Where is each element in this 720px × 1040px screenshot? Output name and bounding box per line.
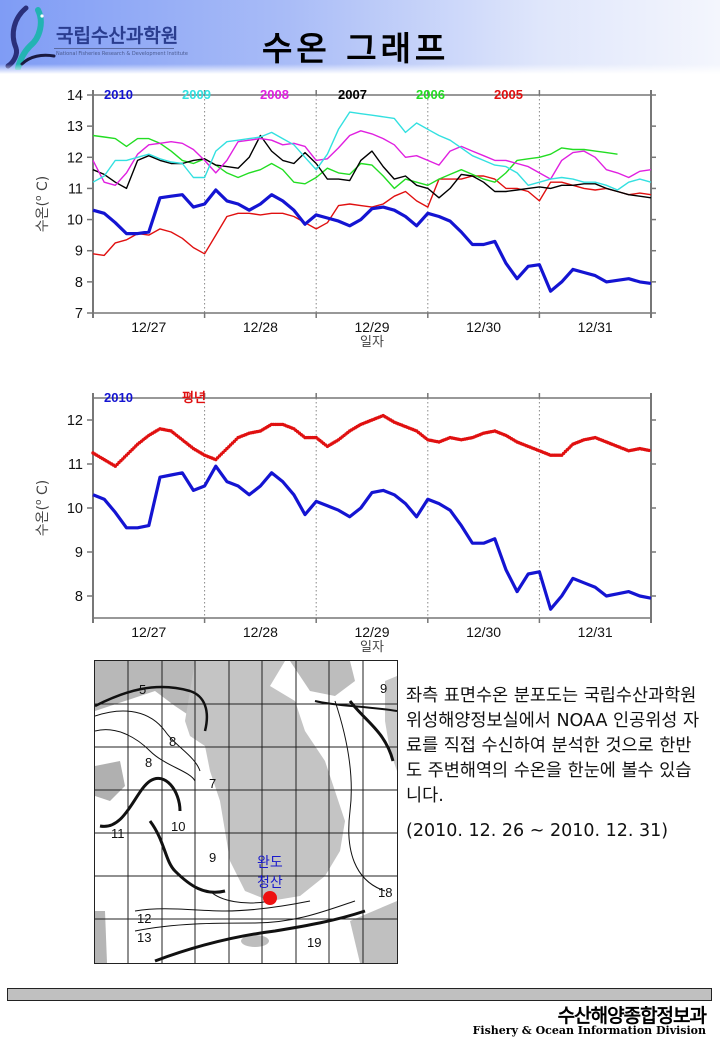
- chart-2010-vs-normal: 8 9 10 11 12 12/27 12/28 12/29 12/30 12/31 일자 수온(o …: [34, 390, 656, 655]
- isotherm-label: 8: [145, 755, 152, 770]
- y-tick-label: 12: [67, 413, 83, 429]
- x-axis-label: 일자: [360, 335, 384, 350]
- y-tick-label: 8: [75, 275, 83, 291]
- land-shandong: [95, 761, 125, 801]
- series-line-2008: [92, 130, 652, 186]
- y-axis-label: 수온(o C): [34, 480, 51, 536]
- legend-label-2007: 2007: [338, 87, 367, 102]
- series-normal: [91, 413, 651, 468]
- x-tick-label: 12/29: [354, 624, 389, 640]
- footer-org-name-en: Fishery & Ocean Information Division: [472, 1024, 706, 1037]
- series-line-2005: [92, 175, 652, 257]
- y-axis-label: 수온(o C): [34, 176, 51, 232]
- description-period: (2010. 12. 26 ~ 2010. 12. 31): [406, 821, 669, 841]
- x-tick-label: 12/28: [243, 319, 278, 335]
- land-korea: [185, 661, 345, 901]
- y-tick-label: 9: [75, 244, 83, 260]
- x-tick-label: 12/30: [466, 319, 501, 335]
- x-axis-label: 일자: [360, 640, 384, 655]
- x-tick-label: 12/27: [131, 624, 166, 640]
- series-line-2006: [92, 134, 618, 190]
- x-tick-label: 12/28: [243, 624, 278, 640]
- fish-logo-icon: [5, 5, 56, 70]
- location-label-wando: 완도: [257, 855, 283, 871]
- org-name-en: National Fisheries Research & Developmen…: [56, 51, 188, 57]
- chart-annual-comparison: 7 8 9 10 11 12 13 14 12/27 12/28 12/29 12/30 12/31 일자…: [34, 87, 656, 350]
- description-text: 좌측 표면수온 분포도는 국립수산과학원 위성해양정보실에서 NOAA 인공위성…: [406, 686, 700, 806]
- y-tick-label: 8: [75, 589, 83, 605]
- y-tick-label: 11: [68, 181, 83, 197]
- series-line-2007: [92, 134, 652, 199]
- legend-label-2009: 2009: [182, 87, 211, 102]
- isotherm-label: 11: [111, 826, 125, 841]
- y-tick-label: 12: [67, 150, 83, 166]
- legend-label-normal: 평년: [182, 390, 206, 406]
- land-china-north: [95, 661, 215, 716]
- land-japan-south: [350, 901, 397, 963]
- series-line-2010: [92, 464, 652, 611]
- isotherm-label: 13: [137, 930, 151, 945]
- series-line-2009: [92, 111, 652, 191]
- legend-label-2010: 2010: [104, 390, 133, 405]
- land-china-coast: [95, 911, 107, 963]
- y-tick-label: 9: [75, 545, 83, 561]
- isotherm-label: 19: [307, 935, 321, 950]
- page-title: 수온 그래프: [262, 29, 450, 68]
- legend-label-2006: 2006: [416, 87, 445, 102]
- page-header: 국립수산과학원 National Fisheries Research & De…: [0, 0, 720, 74]
- y-tick-label: 13: [67, 119, 83, 135]
- land-manchuria: [290, 661, 355, 696]
- footer-org-name: 수산해양종합정보과: [557, 1005, 707, 1027]
- isotherm-labels: 5 8 8 7 10 9 11 12 13 9 18 19: [111, 681, 392, 950]
- y-tick-label: 11: [68, 457, 83, 473]
- location-label-cheongsan: 청산: [257, 875, 283, 891]
- isotherm-label: 9: [380, 681, 387, 696]
- legend-label-2008: 2008: [260, 87, 289, 102]
- isotherm-label: 7: [209, 776, 216, 791]
- x-tick-label: 12/29: [354, 319, 389, 335]
- legend-label-2005: 2005: [494, 87, 523, 102]
- data-point: [647, 448, 651, 453]
- isotherm-label: 5: [139, 682, 146, 697]
- y-tick-label: 10: [67, 213, 83, 229]
- logo-divider: [54, 48, 174, 49]
- y-tick-label: 10: [67, 501, 83, 517]
- series-line-2010: [92, 188, 652, 293]
- footer-bar: [7, 988, 712, 1001]
- isotherm-label: 9: [209, 850, 216, 865]
- org-name: 국립수산과학원: [56, 25, 179, 47]
- description-panel: 좌측 표면수온 분포도는 국립수산과학원 위성해양정보실에서 NOAA 인공위성…: [406, 684, 706, 844]
- observation-station-marker: [263, 891, 277, 905]
- y-tick-label: 7: [75, 306, 83, 322]
- x-tick-label: 12/31: [578, 624, 613, 640]
- legend-label-2010: 2010: [104, 87, 133, 102]
- x-tick-label: 12/27: [131, 319, 166, 335]
- x-tick-label: 12/31: [578, 319, 613, 335]
- isotherm-label: 12: [137, 911, 151, 926]
- isotherm-label: 18: [378, 885, 392, 900]
- sst-distribution-map: 5 8 8 7 10 9 11 12 13 9 18 19 완도 청산: [94, 660, 398, 964]
- x-tick-label: 12/30: [466, 624, 501, 640]
- y-tick-label: 14: [67, 88, 83, 104]
- isotherm-label: 10: [171, 819, 185, 834]
- isotherm-label: 8: [169, 734, 176, 749]
- institute-logo: 국립수산과학원 National Fisheries Research & De…: [4, 4, 188, 70]
- sst-map-image: 5 8 8 7 10 9 11 12 13 9 18 19 완도 청산: [95, 661, 397, 963]
- isotherm-lines: [95, 685, 397, 963]
